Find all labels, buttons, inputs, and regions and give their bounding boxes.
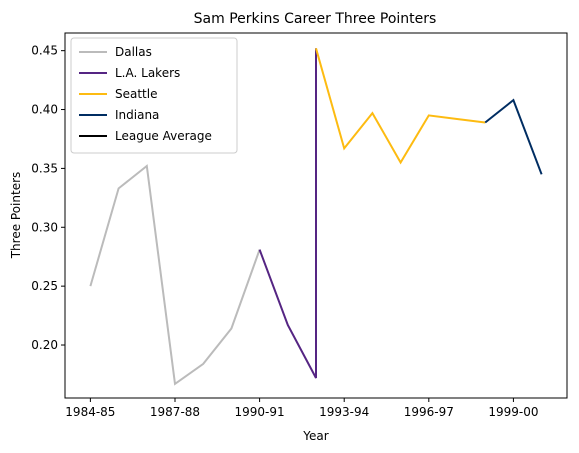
x-axis-label: Year bbox=[302, 429, 328, 443]
x-tick-label: 1987-88 bbox=[150, 405, 200, 419]
legend-box bbox=[70, 37, 238, 154]
x-tick-label: 1993-94 bbox=[319, 405, 369, 419]
plot-frame bbox=[64, 32, 568, 399]
series-line-indiana bbox=[484, 98, 543, 175]
chart-title: Sam Perkins Career Three Pointers bbox=[194, 11, 437, 27]
y-tick-label: 0.30 bbox=[31, 220, 58, 234]
y-tick-label: 0.25 bbox=[31, 279, 58, 293]
legend-label: Seattle bbox=[115, 87, 157, 101]
series-line-seattle bbox=[315, 48, 486, 165]
legend-label: Dallas bbox=[115, 45, 152, 59]
x-tick-label: 1990-91 bbox=[235, 405, 285, 419]
plot-area bbox=[89, 48, 543, 386]
legend-label: League Average bbox=[115, 129, 212, 143]
series-line-l-a-lakers bbox=[258, 48, 317, 379]
y-axis: 0.20 0.25 0.30 0.35 0.40 0.45 bbox=[31, 44, 65, 352]
x-tick-label: 1996-97 bbox=[404, 405, 454, 419]
y-tick-label: 0.20 bbox=[31, 338, 58, 352]
y-tick-label: 0.40 bbox=[31, 103, 58, 117]
x-tick-label: 1999-00 bbox=[488, 405, 538, 419]
series-line-dallas bbox=[89, 164, 261, 386]
legend: Dallas L.A. Lakers Seattle Indiana League Av… bbox=[70, 37, 238, 154]
x-axis: 1984-85 1987-88 1990-91 1993-94 1996-97 1999-… bbox=[65, 398, 538, 419]
y-axis-label: Three Pointers bbox=[9, 172, 23, 260]
y-tick-label: 0.45 bbox=[31, 44, 58, 58]
x-tick-label: 1984-85 bbox=[65, 405, 115, 419]
legend-label: Indiana bbox=[115, 108, 159, 122]
y-tick-label: 0.35 bbox=[31, 161, 58, 175]
legend-label: L.A. Lakers bbox=[115, 66, 180, 80]
